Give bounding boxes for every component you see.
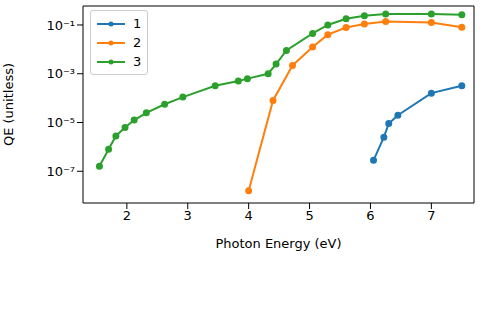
svg-text:10⁻¹: 10⁻¹: [46, 18, 75, 33]
svg-text:10⁻³: 10⁻³: [46, 66, 75, 81]
html-text:3: 3: [133, 54, 142, 69]
svg-text:10⁻⁵: 10⁻⁵: [46, 115, 75, 130]
svg-text:5: 5: [305, 208, 313, 223]
svg-text:7: 7: [427, 208, 435, 223]
svg-text:Photon Energy (eV): Photon Energy (eV): [215, 236, 341, 251]
svg-text:6: 6: [366, 208, 374, 223]
html-text:2: 2: [133, 35, 142, 50]
svg-text:QE (unitless): QE (unitless): [8, 63, 16, 146]
svg-text:10⁻⁷: 10⁻⁷: [46, 164, 75, 179]
svg-text:3: 3: [184, 208, 192, 223]
html-text:1: 1: [133, 16, 142, 31]
svg-text:2: 2: [123, 208, 131, 223]
svg-text:4: 4: [245, 208, 253, 223]
